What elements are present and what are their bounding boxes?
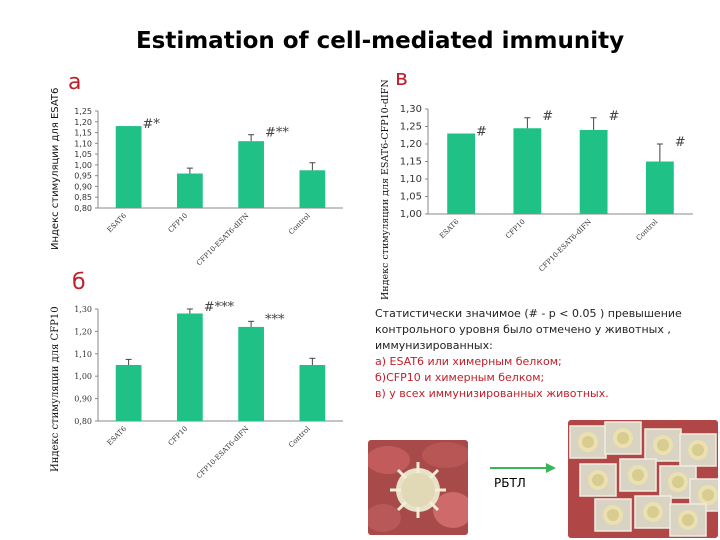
- arrow-icon: [490, 463, 556, 473]
- bar-CFP10: [177, 313, 203, 421]
- panel-b-letter: б: [72, 270, 86, 295]
- note-intro: Статистически значимое (# - p < 0.05 ) п…: [375, 307, 682, 352]
- significance-mark: ***: [265, 312, 285, 327]
- bar-CFP10-ESAT6-dIFN: [579, 130, 608, 214]
- y-tick-label: 1,00: [400, 209, 422, 220]
- y-tick-label: 1,00: [74, 161, 92, 170]
- y-tick-label: 1,10: [400, 174, 422, 185]
- category-label: CFP10: [504, 218, 527, 241]
- y-tick-label: 1,00: [74, 372, 92, 381]
- note-item-a: а) ESAT6 или химерным белком;: [375, 355, 562, 368]
- y-tick-label: 1,15: [400, 157, 422, 168]
- y-tick-label: 1,20: [74, 118, 92, 127]
- y-tick-label: 0,90: [74, 182, 92, 191]
- significance-mark: #***: [204, 300, 235, 315]
- y-tick-label: 0,90: [74, 395, 92, 404]
- chart-b: 0,80 0,90 1,00 1,10 1,20 1,30 ESAT6 #*** CFP10 **…: [74, 300, 343, 481]
- slide-title: Estimation of cell-mediated immunity: [135, 28, 625, 54]
- chart-a: 0,80 0,85 0,900,95 1,00 1,05 1,101,15 1,20 1,25…: [74, 107, 343, 268]
- significance-mark: #: [542, 109, 553, 124]
- y-tick-label: 1,10: [74, 350, 92, 359]
- bar-CFP10: [513, 128, 542, 214]
- category-label: ESAT6: [106, 211, 129, 234]
- bar-Control: [645, 161, 674, 214]
- rbtl-label: РБТЛ: [494, 476, 526, 490]
- category-label: CFP10: [167, 425, 190, 448]
- y-tick-label: 1,15: [74, 129, 92, 138]
- note-item-v: в) у всех иммунизированных животных.: [375, 387, 609, 400]
- bar-ESAT6: [115, 365, 142, 421]
- category-label: Control: [287, 424, 312, 449]
- micrograph-after-image: [568, 420, 718, 538]
- y-tick-label: 0,85: [74, 193, 92, 202]
- y-tick-label: 1,10: [74, 139, 92, 148]
- y-tick-label: 1,20: [400, 139, 422, 150]
- bar-ESAT6: [115, 126, 142, 208]
- category-label: ESAT6: [438, 217, 461, 240]
- significance-note: Статистически значимое (# - p < 0.05 ) п…: [375, 306, 705, 402]
- micrograph-before-image: [368, 440, 468, 535]
- y-tick-label: 0,80: [74, 204, 92, 213]
- category-label: CFP10-ESAT6-dIFN: [195, 425, 251, 481]
- y-tick-label: 1,25: [400, 122, 422, 133]
- bar-CFP10-ESAT6-dIFN: [238, 326, 264, 421]
- note-item-b: б)CFP10 и химерным белком;: [375, 371, 545, 384]
- category-label: CFP10: [167, 212, 190, 235]
- significance-mark: #: [476, 125, 487, 140]
- y-tick-label: 1,30: [400, 104, 422, 115]
- bar-Control: [299, 365, 326, 421]
- significance-mark: #: [609, 109, 620, 124]
- micrograph-after: [568, 420, 718, 538]
- bar-Control: [299, 170, 326, 208]
- y-tick-label: 1,25: [74, 107, 92, 116]
- category-label: CFP10-ESAT6-dIFN: [195, 212, 251, 268]
- micrograph-before: [368, 440, 468, 535]
- y-tick-label: 1,05: [74, 150, 92, 159]
- significance-mark: #*: [142, 117, 160, 132]
- panel-v-letter: в: [395, 66, 408, 91]
- category-label: Control: [287, 211, 312, 236]
- panel-a-letter: а: [68, 70, 82, 95]
- category-label: Control: [635, 217, 660, 242]
- y-tick-label: 1,05: [400, 192, 422, 203]
- y-tick-label: 1,20: [74, 327, 92, 336]
- category-label: CFP10-ESAT6-dIFN: [538, 218, 594, 274]
- chart-v: 1,00 1,05 1,10 1,15 1,20 1,25 1,30 # ESAT6 # CFP10…: [400, 104, 693, 274]
- bar-ESAT6: [447, 133, 476, 214]
- y-tick-label: 0,80: [74, 417, 92, 426]
- y-tick-label: 0,95: [74, 172, 92, 181]
- bar-CFP10: [177, 173, 203, 208]
- y-tick-label: 1,30: [74, 305, 92, 314]
- bar-CFP10-ESAT6-dIFN: [238, 141, 264, 208]
- category-label: ESAT6: [106, 424, 129, 447]
- significance-mark: #**: [265, 126, 289, 141]
- significance-mark: #: [675, 135, 686, 150]
